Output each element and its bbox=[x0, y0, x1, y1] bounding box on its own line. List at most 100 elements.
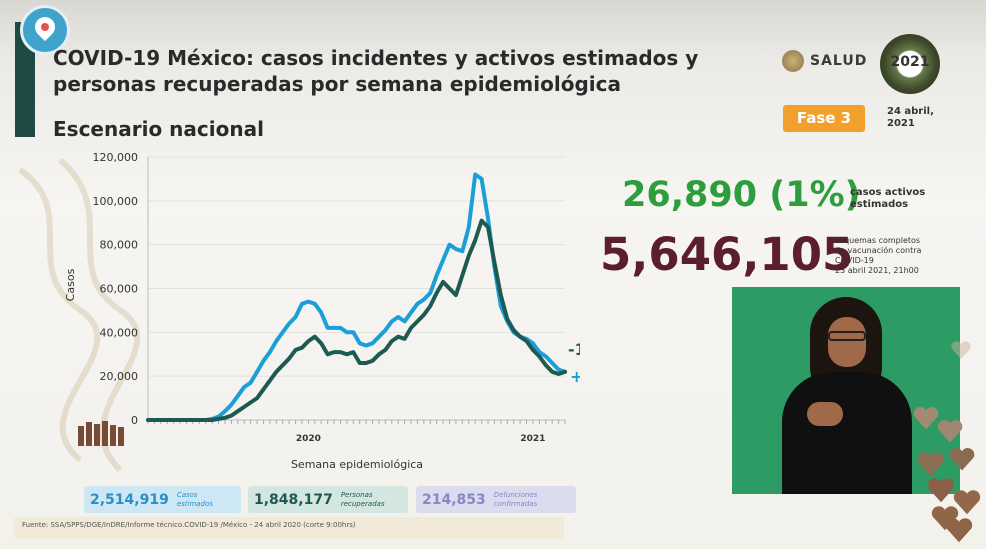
data-point bbox=[281, 331, 284, 334]
y-tick-labels: 0 20,000 40,000 60,000 80,000 100,000 120,000 bbox=[93, 151, 139, 427]
vaccination-label: esquemas completos de vacunación contra … bbox=[835, 236, 955, 276]
heart-icon bbox=[953, 490, 981, 515]
y-tick-label: 60,000 bbox=[100, 283, 139, 296]
data-point bbox=[268, 350, 272, 354]
interpreter-glasses bbox=[828, 331, 866, 341]
data-point bbox=[377, 353, 381, 356]
data-point bbox=[313, 335, 316, 338]
data-point bbox=[332, 350, 336, 354]
date-line-1: 24 abril, bbox=[887, 106, 934, 117]
data-point bbox=[518, 335, 522, 338]
footer-bar bbox=[14, 517, 564, 539]
active-label-2: estimados bbox=[850, 199, 909, 210]
data-point bbox=[178, 418, 182, 422]
data-point bbox=[435, 274, 438, 277]
data-point bbox=[454, 247, 458, 251]
data-point bbox=[397, 335, 400, 338]
vaccination-value: 5,646,105 bbox=[600, 228, 854, 281]
data-point bbox=[249, 381, 252, 384]
data-point bbox=[255, 396, 259, 400]
title-line-1: COVID-19 México: casos incidentes y acti… bbox=[53, 46, 699, 70]
data-point bbox=[416, 320, 419, 323]
data-point bbox=[320, 311, 323, 314]
cases-label-1: Casos bbox=[176, 490, 198, 499]
data-point bbox=[275, 339, 278, 343]
seal-year: 2021 bbox=[890, 54, 930, 70]
data-point bbox=[320, 342, 323, 345]
data-point bbox=[287, 357, 291, 360]
data-point bbox=[364, 361, 368, 365]
data-point bbox=[217, 417, 220, 421]
data-point bbox=[461, 250, 464, 253]
salud-logo: SALUD bbox=[782, 50, 867, 72]
periscope-icon[interactable] bbox=[20, 5, 70, 55]
x-axis-label: Semana epidemiológica bbox=[291, 458, 423, 471]
data-point bbox=[461, 274, 464, 277]
data-point bbox=[441, 258, 445, 262]
watermark-ornament bbox=[18, 157, 140, 473]
data-point bbox=[255, 370, 259, 373]
heart-icon bbox=[927, 478, 955, 503]
data-point bbox=[146, 418, 150, 422]
stat-deaths: 214,853 Defunciones confirmadas bbox=[416, 486, 576, 513]
vax-label-1: esquemas completos bbox=[835, 236, 921, 245]
data-point bbox=[506, 317, 509, 321]
data-point bbox=[210, 418, 214, 422]
active-label-1: casos activos bbox=[850, 187, 926, 198]
data-point bbox=[345, 353, 349, 356]
data-point bbox=[486, 225, 490, 229]
data-point bbox=[332, 326, 336, 330]
data-point bbox=[473, 173, 477, 176]
stat-estimated-cases: 2,514,919 Casos estimados bbox=[84, 486, 241, 513]
data-point bbox=[352, 331, 355, 334]
series-lines bbox=[146, 172, 567, 422]
data-point bbox=[499, 304, 503, 308]
data-point bbox=[249, 401, 252, 404]
data-point bbox=[377, 335, 381, 338]
data-point bbox=[300, 302, 304, 306]
data-point bbox=[204, 418, 207, 422]
data-point bbox=[198, 418, 201, 422]
deaths-label-1: Defunciones bbox=[493, 490, 538, 499]
data-point bbox=[493, 261, 496, 264]
data-point bbox=[313, 302, 316, 306]
page-title: COVID-19 México: casos incidentes y acti… bbox=[53, 45, 753, 97]
data-point bbox=[339, 326, 342, 330]
data-point bbox=[486, 217, 490, 220]
data-point bbox=[236, 410, 240, 413]
deaths-label: Defunciones confirmadas bbox=[494, 491, 538, 509]
data-point bbox=[557, 368, 560, 371]
vax-label-2: de vacunación contra bbox=[835, 246, 922, 255]
y-tick-label: 100,000 bbox=[93, 195, 139, 208]
vax-label-4: 23 abril 2021, 21h00 bbox=[835, 266, 919, 275]
heroes-illustration bbox=[78, 421, 124, 446]
data-point bbox=[525, 339, 528, 343]
data-point bbox=[358, 342, 361, 345]
data-point bbox=[480, 219, 483, 222]
data-point bbox=[326, 353, 329, 356]
estimated-cases-value: 2,514,919 bbox=[90, 491, 169, 508]
data-point bbox=[403, 337, 406, 341]
series-line-1 bbox=[146, 218, 567, 422]
active-cases-value: 26,890 (1%) bbox=[622, 175, 861, 215]
pin-dot bbox=[41, 23, 49, 31]
recovered-label-2: recuperadas bbox=[340, 499, 385, 508]
data-point bbox=[364, 344, 368, 347]
data-point bbox=[544, 364, 547, 367]
title-accent-bar bbox=[15, 22, 35, 137]
page-subtitle: Escenario nacional bbox=[53, 117, 264, 141]
data-point bbox=[499, 293, 503, 297]
data-point bbox=[287, 322, 291, 325]
date-line-2: 2021 bbox=[887, 118, 915, 129]
heart-icon bbox=[931, 506, 959, 531]
x-year-label: 2020 bbox=[296, 434, 321, 444]
vax-label-3: COVID-19 bbox=[835, 256, 874, 265]
heart-icon bbox=[913, 406, 939, 430]
data-point bbox=[172, 418, 175, 422]
data-point bbox=[512, 328, 515, 332]
data-point bbox=[422, 298, 426, 301]
data-point bbox=[345, 331, 349, 334]
data-point bbox=[409, 311, 413, 314]
data-point bbox=[409, 326, 413, 330]
heart-icon bbox=[937, 419, 963, 443]
